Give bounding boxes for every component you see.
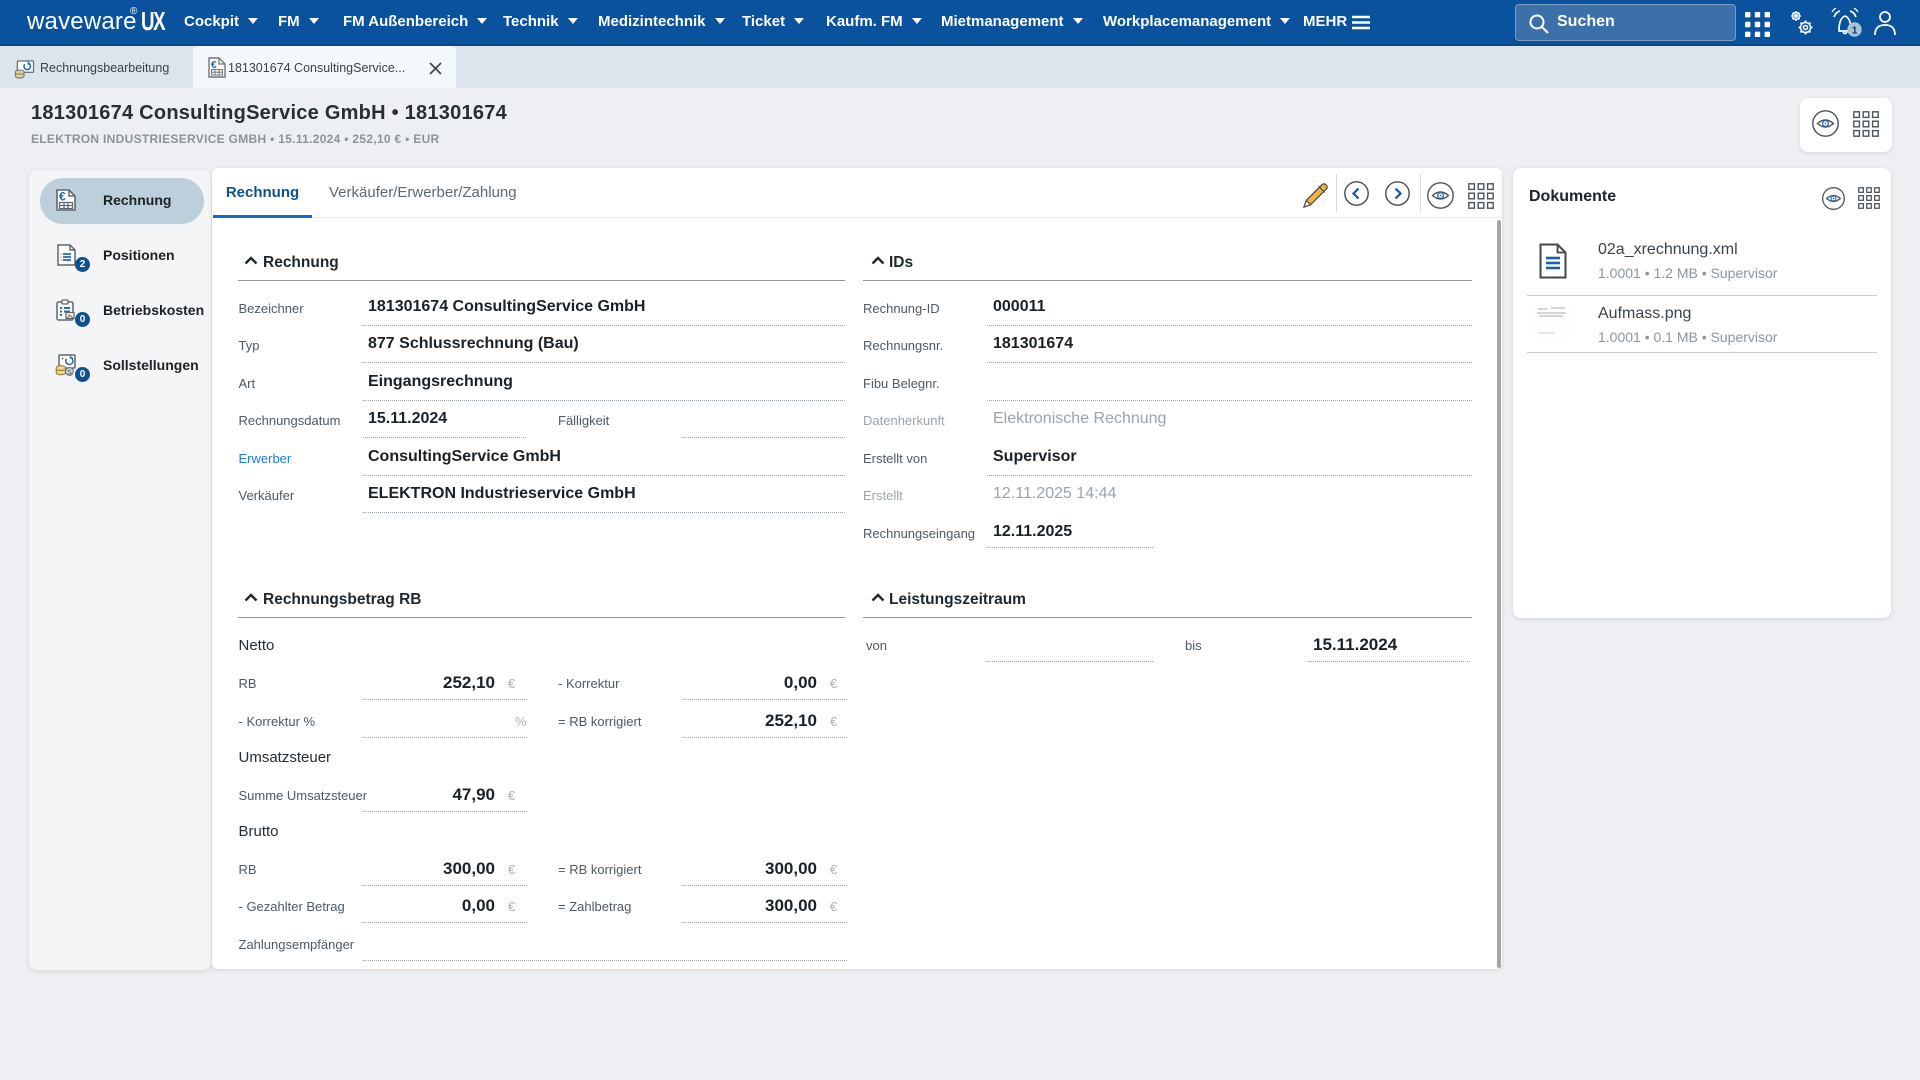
- svg-text:€: €: [59, 190, 66, 204]
- svg-text:€: €: [211, 60, 217, 71]
- svg-text:1: 1: [1852, 25, 1858, 37]
- svg-text:S: S: [67, 367, 72, 376]
